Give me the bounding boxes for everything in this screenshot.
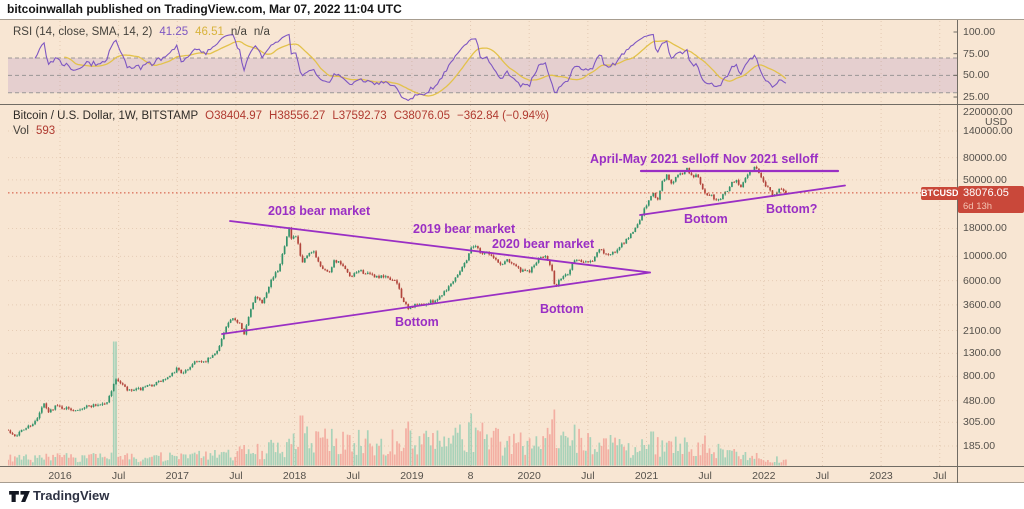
chart-plot[interactable]	[0, 20, 1024, 484]
rsi-value: 41.25	[159, 26, 189, 38]
time-scale-label: Jul	[229, 470, 243, 482]
chart-annotation: April-May 2021 selloff	[590, 152, 719, 166]
chart-annotation: 2018 bear market	[268, 204, 371, 218]
price-scale-label: 305.00	[963, 416, 996, 429]
ohlc-low: L37592.73	[332, 110, 387, 122]
rsi-title: RSI (14, close, SMA, 14, 2)	[13, 26, 153, 38]
chart-annotation: Bottom	[684, 212, 728, 226]
time-scale-label: 2023	[869, 470, 893, 482]
last-price-value: 38076.05	[963, 187, 1009, 199]
ohlc-open: O38404.97	[205, 110, 263, 122]
chart-annotation: Bottom	[540, 302, 584, 316]
time-scale-label: 2017	[165, 470, 189, 482]
bar-countdown: 6d 13h	[963, 201, 993, 212]
time-axis-line	[0, 466, 1024, 467]
price-scale-label: 10000.00	[963, 250, 1007, 263]
time-scale-label: Jul	[346, 470, 360, 482]
chart-annotation: Bottom?	[766, 202, 818, 216]
chart-annotation: 2019 bear market	[413, 222, 516, 236]
rsi-legend: RSI (14, close, SMA, 14, 2) 41.25 46.51 …	[13, 26, 270, 38]
volume-value: 593	[36, 125, 56, 137]
rsi-scale-label: 50.00	[963, 69, 990, 82]
price-scale-label: 140000.00	[963, 124, 1013, 137]
price-axis-line	[957, 20, 958, 484]
time-scale-label: Jul	[581, 470, 595, 482]
rsi-scale-label: 25.00	[963, 91, 990, 104]
symbol-legend: Bitcoin / U.S. Dollar, 1W, BITSTAMP O384…	[13, 110, 549, 122]
price-scale-label: 80000.00	[963, 151, 1007, 164]
symbol-flag-text: BTCUSD	[921, 188, 959, 198]
time-scale[interactable]: 2016 Jul 2017 Jul 2018 Jul 2019 8 2020 Jul 2021 Jul…	[0, 467, 957, 483]
time-scale-label: 2016	[48, 470, 72, 482]
time-scale-label: 2020	[517, 470, 541, 482]
price-scale-label: 3600.00	[963, 298, 1001, 311]
time-scale-label: Jul	[815, 470, 830, 482]
ohlc-close: C38076.05	[393, 110, 450, 122]
price-scale-label: 1300.00	[963, 347, 1001, 360]
rsi-price-scale[interactable]: 100.00 75.00 50.00 25.00	[957, 20, 1024, 484]
chart-annotation: Bottom	[395, 315, 439, 329]
symbol-flag-badge: BTCUSD	[921, 187, 959, 200]
price-scale-label: 800.00	[963, 370, 996, 383]
ohlc-change: −362.84 (−0.94%)	[456, 110, 550, 122]
chart-annotation: 2020 bear market	[492, 237, 595, 251]
tradingview-brand[interactable]: TradingView	[33, 488, 110, 503]
time-scale-label: 8	[467, 470, 474, 482]
time-scale-label: 2018	[282, 470, 307, 482]
ohlc-high: H38556.27	[269, 110, 326, 122]
time-scale-label: 2021	[634, 470, 659, 482]
price-scale-top-label: 220000.00	[963, 105, 1013, 118]
price-scale-label: 50000.00	[963, 173, 1007, 186]
rsi-na-2: n/a	[253, 26, 270, 38]
pane-separator[interactable]	[0, 104, 1024, 105]
volume-legend: Vol 593	[13, 125, 55, 137]
price-scale-label: 185.00	[963, 439, 996, 452]
rsi-na-1: n/a	[230, 26, 247, 38]
symbol-title: Bitcoin / U.S. Dollar, 1W, BITSTAMP	[13, 110, 199, 122]
time-scale-label: Jul	[111, 470, 126, 482]
price-scale-unit: USD	[985, 116, 1008, 128]
price-scale[interactable]: 220000.00 USD 140000.00 80000.00 50000.00 180…	[957, 20, 1024, 484]
volume-label: Vol	[13, 125, 29, 137]
price-scale-label: 2100.00	[963, 324, 1001, 337]
tradingview-logo-icon[interactable]	[9, 489, 30, 507]
rsi-scale-label: 75.00	[963, 47, 990, 60]
attribution-text: bitcoinwallah published on TradingView.c…	[7, 2, 402, 16]
price-scale-label: 6000.00	[963, 274, 1001, 287]
chart-canvas[interactable]: RSI (14, close, SMA, 14, 2) 41.25 46.51 …	[0, 19, 1024, 484]
price-scale-label: 480.00	[963, 394, 996, 407]
footer: TradingView	[0, 483, 1024, 509]
rsi-scale-label: 100.00	[963, 26, 996, 38]
price-scale-label: 18000.00	[963, 222, 1007, 235]
chart-annotation: Nov 2021 selloff	[723, 152, 819, 166]
rsi-sma-value: 46.51	[195, 26, 224, 38]
time-scale-label: 2022	[752, 470, 776, 482]
time-scale-label: Jul	[698, 470, 712, 482]
last-price-badge: 38076.05 6d 13h	[958, 186, 1024, 213]
time-scale-label: Jul	[933, 470, 947, 482]
time-scale-label: 2019	[400, 470, 424, 482]
